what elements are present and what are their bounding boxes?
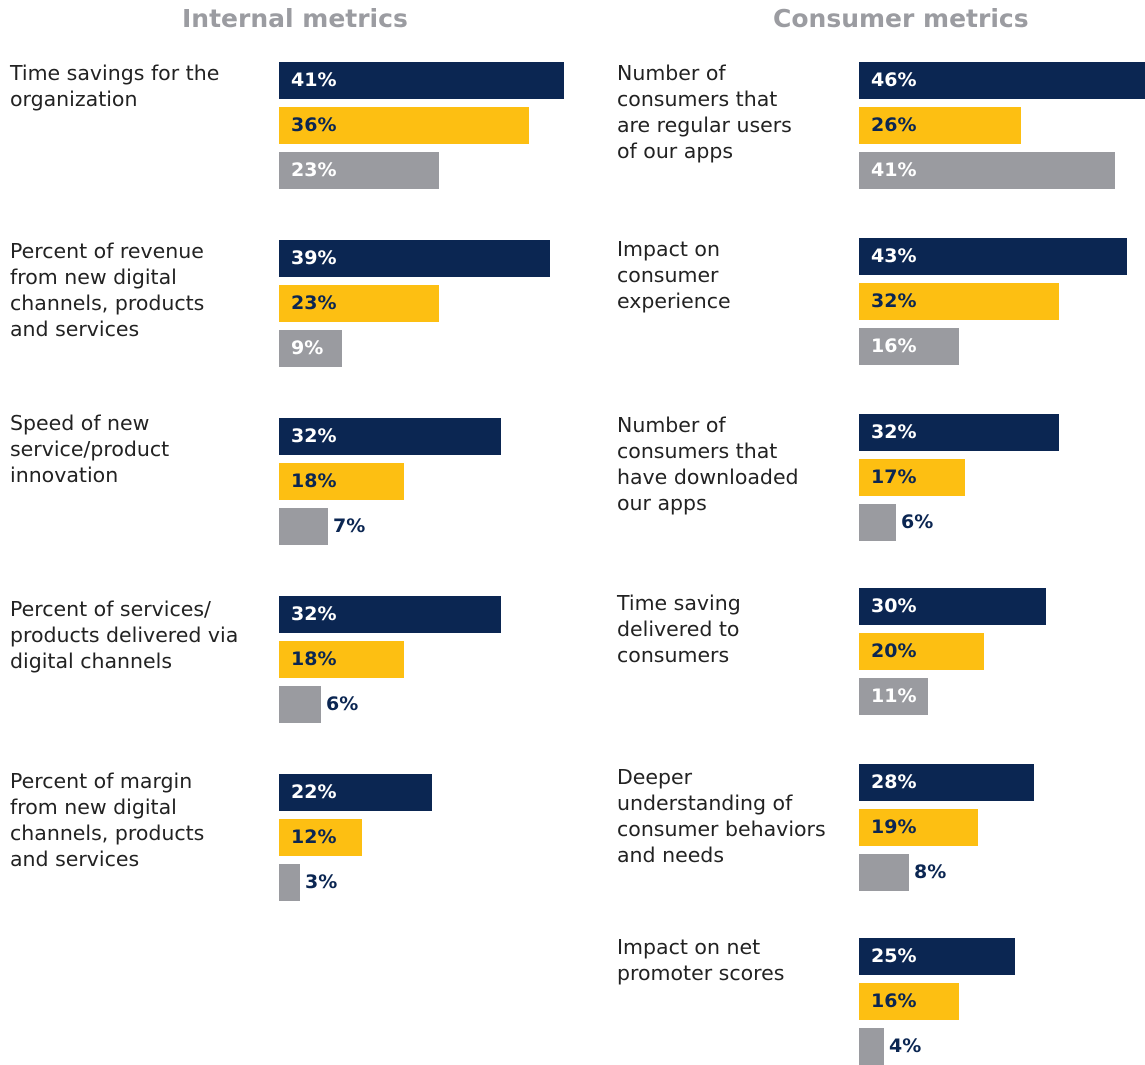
bar-series-3-impact-on-consumer-experience	[859, 328, 959, 365]
bar-value-label: 23%	[291, 159, 337, 181]
bar-value-label: 25%	[871, 945, 917, 967]
bar-value-label: 7%	[333, 515, 366, 537]
bar-value-label: 26%	[871, 114, 917, 136]
bar-series-2-number-of-consumers-that-have-downloaded	[859, 459, 965, 496]
bar-value-label: 9%	[291, 337, 324, 359]
bar-series-3-percent-of-margin-from-new-digital-chann	[279, 864, 300, 901]
bar-value-label: 3%	[305, 871, 338, 893]
bar-series-1-impact-on-net-promoter-scores	[859, 938, 1015, 975]
bar-series-1-time-savings-for-the-organization	[279, 62, 564, 99]
bar-value-label: 16%	[871, 990, 917, 1012]
bar-series-1-percent-of-revenue-from-new-digital-chan	[279, 240, 550, 277]
bar-value-label: 17%	[871, 466, 917, 488]
bar-series-1-number-of-consumers-that-are-regular-use	[859, 62, 1145, 99]
bar-value-label: 22%	[291, 781, 337, 803]
bar-value-label: 46%	[871, 69, 917, 91]
bar-series-1-deeper-understanding-of-consumer-behavio	[859, 764, 1034, 801]
bar-value-label: 18%	[291, 648, 337, 670]
bar-value-label: 19%	[871, 816, 917, 838]
bar-series-2-number-of-consumers-that-are-regular-use	[859, 107, 1021, 144]
category-label: Speed of new service/product innovation	[10, 411, 170, 487]
bar-value-label: 8%	[914, 861, 947, 883]
bar-value-label: 11%	[871, 685, 917, 707]
bar-value-label: 30%	[871, 595, 917, 617]
bar-series-2-speed-of-new-service-product-innovation	[279, 463, 404, 500]
bar-value-label: 6%	[901, 511, 934, 533]
bar-value-label: 41%	[871, 159, 917, 181]
bar-series-2-percent-of-margin-from-new-digital-chann	[279, 819, 362, 856]
bar-value-label: 6%	[326, 693, 359, 715]
bar-value-label: 18%	[291, 470, 337, 492]
bar-series-2-percent-of-services-products-delivered-v	[279, 641, 404, 678]
bar-value-label: 32%	[291, 425, 337, 447]
bar-series-3-time-saving-delivered-to-consumers	[859, 678, 928, 715]
bar-value-label: 41%	[291, 69, 337, 91]
bar-series-1-number-of-consumers-that-have-downloaded	[859, 414, 1059, 451]
bar-series-3-number-of-consumers-that-are-regular-use	[859, 152, 1115, 189]
category-label: Percent of margin from new digital chann…	[10, 769, 205, 871]
category-label: Number of consumers that are regular use…	[617, 61, 792, 163]
bar-series-1-percent-of-services-products-delivered-v	[279, 596, 501, 633]
bar-value-label: 39%	[291, 247, 337, 269]
bar-value-label: 23%	[291, 292, 337, 314]
bar-series-1-speed-of-new-service-product-innovation	[279, 418, 501, 455]
category-label: Percent of revenue from new digital chan…	[10, 239, 205, 341]
bar-series-1-time-saving-delivered-to-consumers	[859, 588, 1046, 625]
bar-series-2-impact-on-consumer-experience	[859, 283, 1059, 320]
bar-value-label: 28%	[871, 771, 917, 793]
bar-value-label: 12%	[291, 826, 337, 848]
category-label: Deeper understanding of consumer behavio…	[617, 765, 826, 867]
internal-metrics-title: Internal metrics	[182, 4, 408, 33]
category-label: Impact on consumer experience	[617, 237, 731, 313]
bar-series-3-percent-of-services-products-delivered-v	[279, 686, 321, 723]
bar-series-3-speed-of-new-service-product-innovation	[279, 508, 328, 545]
consumer-metrics-title: Consumer metrics	[773, 4, 1029, 33]
bar-series-3-impact-on-net-promoter-scores	[859, 1028, 884, 1065]
category-label: Number of consumers that have downloaded…	[617, 413, 799, 515]
bar-value-label: 32%	[871, 421, 917, 443]
bar-value-label: 16%	[871, 335, 917, 357]
category-label: Time saving delivered to consumers	[617, 591, 741, 667]
bar-series-2-time-savings-for-the-organization	[279, 107, 529, 144]
bar-value-label: 20%	[871, 640, 917, 662]
bar-value-label: 4%	[889, 1035, 922, 1057]
category-label: Time savings for the organization	[10, 61, 220, 111]
bar-series-1-percent-of-margin-from-new-digital-chann	[279, 774, 432, 811]
bar-series-2-deeper-understanding-of-consumer-behavio	[859, 809, 978, 846]
bar-value-label: 43%	[871, 245, 917, 267]
bar-series-2-time-saving-delivered-to-consumers	[859, 633, 984, 670]
bar-series-2-impact-on-net-promoter-scores	[859, 983, 959, 1020]
bar-value-label: 32%	[291, 603, 337, 625]
category-label: Percent of services/ products delivered …	[10, 597, 239, 673]
bar-series-1-impact-on-consumer-experience	[859, 238, 1127, 275]
bar-value-label: 32%	[871, 290, 917, 312]
bar-series-3-deeper-understanding-of-consumer-behavio	[859, 854, 909, 891]
bar-series-2-percent-of-revenue-from-new-digital-chan	[279, 285, 439, 322]
bar-series-3-number-of-consumers-that-have-downloaded	[859, 504, 896, 541]
bar-series-3-time-savings-for-the-organization	[279, 152, 439, 189]
category-label: Impact on net promoter scores	[617, 935, 785, 985]
bar-series-3-percent-of-revenue-from-new-digital-chan	[279, 330, 342, 367]
bar-value-label: 36%	[291, 114, 337, 136]
